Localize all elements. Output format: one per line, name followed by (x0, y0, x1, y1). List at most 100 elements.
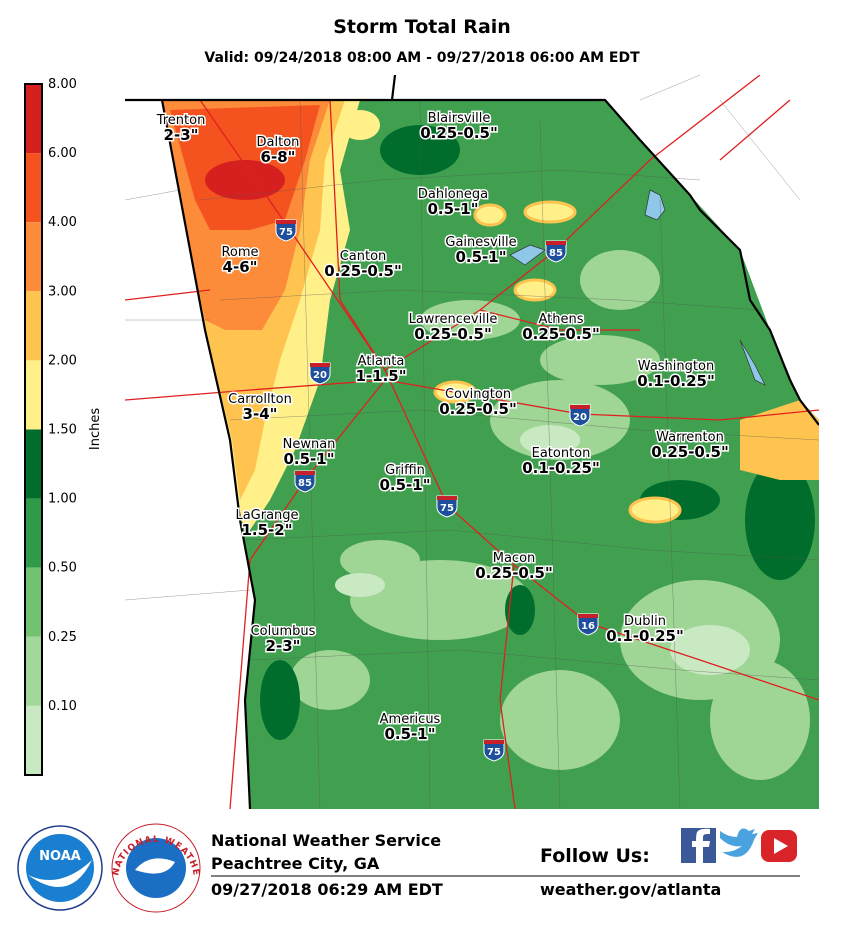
city-name: Trenton (156, 113, 206, 128)
shield-top (578, 614, 598, 618)
city-name: Atlanta (358, 354, 405, 369)
rain-red (205, 160, 285, 200)
pale-patches (335, 425, 750, 675)
rain-amount: 0.5-1" (379, 476, 430, 494)
city-name: Blairsville (428, 111, 491, 126)
city-name: LaGrange (235, 508, 298, 523)
legend-label: 0.50 (48, 561, 77, 576)
legend-label: 6.00 (48, 146, 77, 161)
rain-amount: 0.25-0.5" (420, 124, 498, 142)
shield-number: 20 (313, 370, 327, 381)
shield-number: 75 (487, 747, 501, 758)
interstate-shield: 16 (577, 613, 599, 636)
rain-amount: 0.25-0.5" (414, 325, 492, 343)
city-name: Macon (493, 551, 536, 566)
city-name: Warrenton (656, 430, 724, 445)
shield-shape (309, 362, 331, 385)
shield-number: 16 (581, 621, 595, 632)
legend-swatch (25, 291, 42, 361)
rain-amount: 2-3" (266, 637, 301, 655)
youtube-icon[interactable] (761, 830, 797, 862)
legend-label: 0.10 (48, 699, 77, 714)
city-name: Griffin (385, 463, 425, 478)
shield-number: 85 (298, 478, 312, 489)
rain-amount: 1-1.5" (355, 367, 406, 385)
city-name: Dalton (257, 135, 300, 150)
shield-shape (569, 404, 591, 427)
lakes (509, 189, 766, 386)
city-name: Columbus (251, 624, 316, 639)
rain-amount: 0.25-0.5" (475, 564, 553, 582)
shield-top (310, 363, 330, 367)
shield-shape (545, 240, 567, 263)
title: Storm Total Rain (333, 16, 511, 38)
interstate-shield: 20 (569, 404, 591, 427)
legend-axis-label: Inches (88, 408, 103, 450)
shield-shape (483, 739, 505, 762)
rain-amount: 0.5-1" (427, 200, 478, 218)
rain-amount: 0.1-0.25" (637, 372, 715, 390)
county-lines (125, 75, 819, 809)
shield-shape (577, 613, 599, 636)
interstate-shield: 85 (545, 240, 567, 263)
legend: 8.00 6.00 4.00 3.00 2.00 1.50 1.00 0.50 0.25 0.10 (24, 77, 77, 776)
shield-number: 75 (440, 503, 454, 514)
city-name: Washington (638, 359, 714, 374)
legend-label: 0.25 (48, 630, 77, 645)
facebook-icon[interactable] (681, 828, 716, 863)
agency: National Weather Service (211, 831, 441, 850)
city-name: Gainesville (445, 235, 516, 250)
legend-label: 1.50 (48, 423, 77, 438)
legend-swatch (25, 429, 42, 499)
rain-amount: 1.5-2" (241, 521, 292, 539)
rain-gold-east (740, 400, 819, 480)
twitter-icon[interactable] (720, 828, 758, 857)
rain-amount: 0.25-0.5" (324, 262, 402, 280)
city-name: Newnan (283, 437, 336, 452)
legend-swatch (25, 705, 42, 775)
shield-number: 75 (279, 227, 293, 238)
legend-swatch (25, 636, 42, 706)
interstate-shield: 20 (309, 362, 331, 385)
city-name: Athens (538, 312, 583, 327)
city-name: Americus (380, 712, 441, 727)
legend-label: 4.00 (48, 215, 77, 230)
rain-amount: 0.25-0.5" (439, 400, 517, 418)
state-border (125, 75, 819, 809)
interstate-shield: 75 (483, 739, 505, 762)
shield-top (570, 405, 590, 409)
interstate-shield: 85 (294, 470, 316, 493)
follow-us: Follow Us: (540, 845, 650, 867)
city-name: Canton (340, 249, 387, 264)
shield-top (295, 471, 315, 475)
legend-frame (24, 83, 43, 776)
issued: 09/27/2018 06:29 AM EDT (211, 880, 443, 899)
city-name: Dublin (624, 614, 666, 629)
rain-amount: 0.5-1" (283, 450, 334, 468)
city-name: Covington (445, 387, 511, 402)
city-name: Eatonton (532, 446, 591, 461)
rain-amount: 0.5-1" (384, 725, 435, 743)
legend-swatch (25, 153, 42, 223)
rain-amount: 2-3" (164, 126, 199, 144)
legend-label: 8.00 (48, 77, 77, 92)
city-name: Lawrenceville (409, 312, 498, 327)
shield-top (546, 241, 566, 245)
noaa-logo: NOAA (17, 825, 103, 911)
shield-top (484, 740, 504, 744)
shield-shape (436, 495, 458, 518)
url: weather.gov/atlanta (540, 880, 721, 899)
rain-amount: 0.1-0.25" (522, 459, 600, 477)
rain-amount: 6-8" (261, 148, 296, 166)
rain-amount: 0.1-0.25" (606, 627, 684, 645)
legend-label: 1.00 (48, 492, 77, 507)
city-name: Carrollton (228, 392, 292, 407)
shield-shape (294, 470, 316, 493)
valid-period: Valid: 09/24/2018 08:00 AM - 09/27/2018 … (204, 50, 640, 66)
legend-swatch (25, 360, 42, 430)
shield-shape (275, 219, 297, 242)
legend-label: 3.00 (48, 284, 77, 299)
legend-swatch (25, 84, 42, 154)
